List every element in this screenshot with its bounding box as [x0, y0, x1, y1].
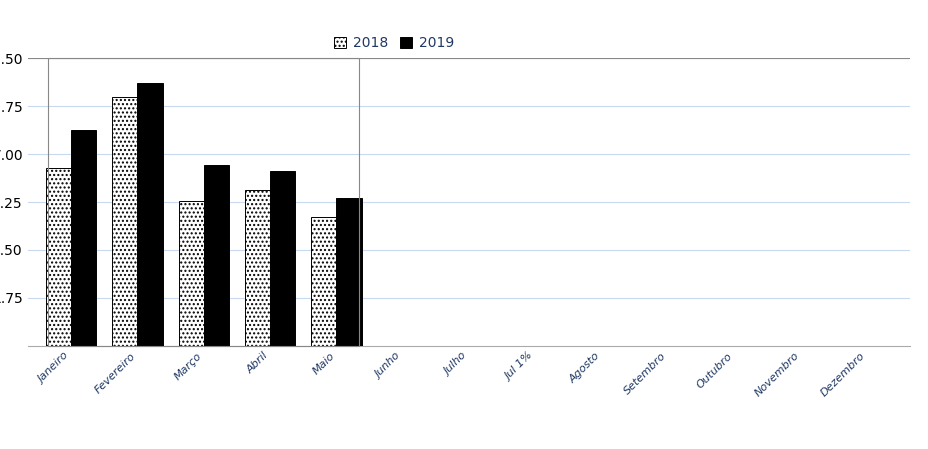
Bar: [336, 198, 361, 346]
Bar: [311, 217, 336, 346]
Bar: [48, 58, 358, 346]
Bar: [245, 190, 270, 346]
Bar: [203, 165, 228, 346]
Bar: [112, 97, 137, 346]
Bar: [45, 168, 71, 346]
Legend: 2018, 2019: 2018, 2019: [328, 31, 459, 56]
Bar: [71, 129, 97, 346]
Bar: [270, 171, 295, 346]
Bar: [178, 201, 203, 346]
Bar: [137, 83, 162, 346]
